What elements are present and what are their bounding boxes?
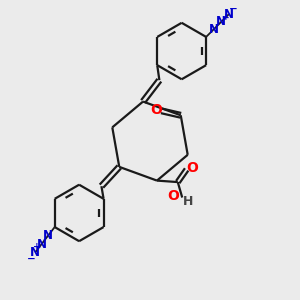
Text: O: O [186, 160, 198, 175]
Text: +: + [222, 13, 229, 22]
Text: H: H [182, 195, 193, 208]
Text: −: − [27, 254, 36, 264]
Text: N: N [30, 246, 40, 259]
Text: +: + [33, 242, 41, 251]
Text: N: N [216, 15, 226, 28]
Text: O: O [150, 103, 162, 117]
Text: N: N [224, 8, 234, 21]
Text: N: N [208, 23, 218, 36]
Text: −: − [229, 4, 238, 14]
Text: N: N [43, 229, 53, 242]
Text: O: O [167, 189, 179, 203]
Text: N: N [37, 238, 46, 250]
